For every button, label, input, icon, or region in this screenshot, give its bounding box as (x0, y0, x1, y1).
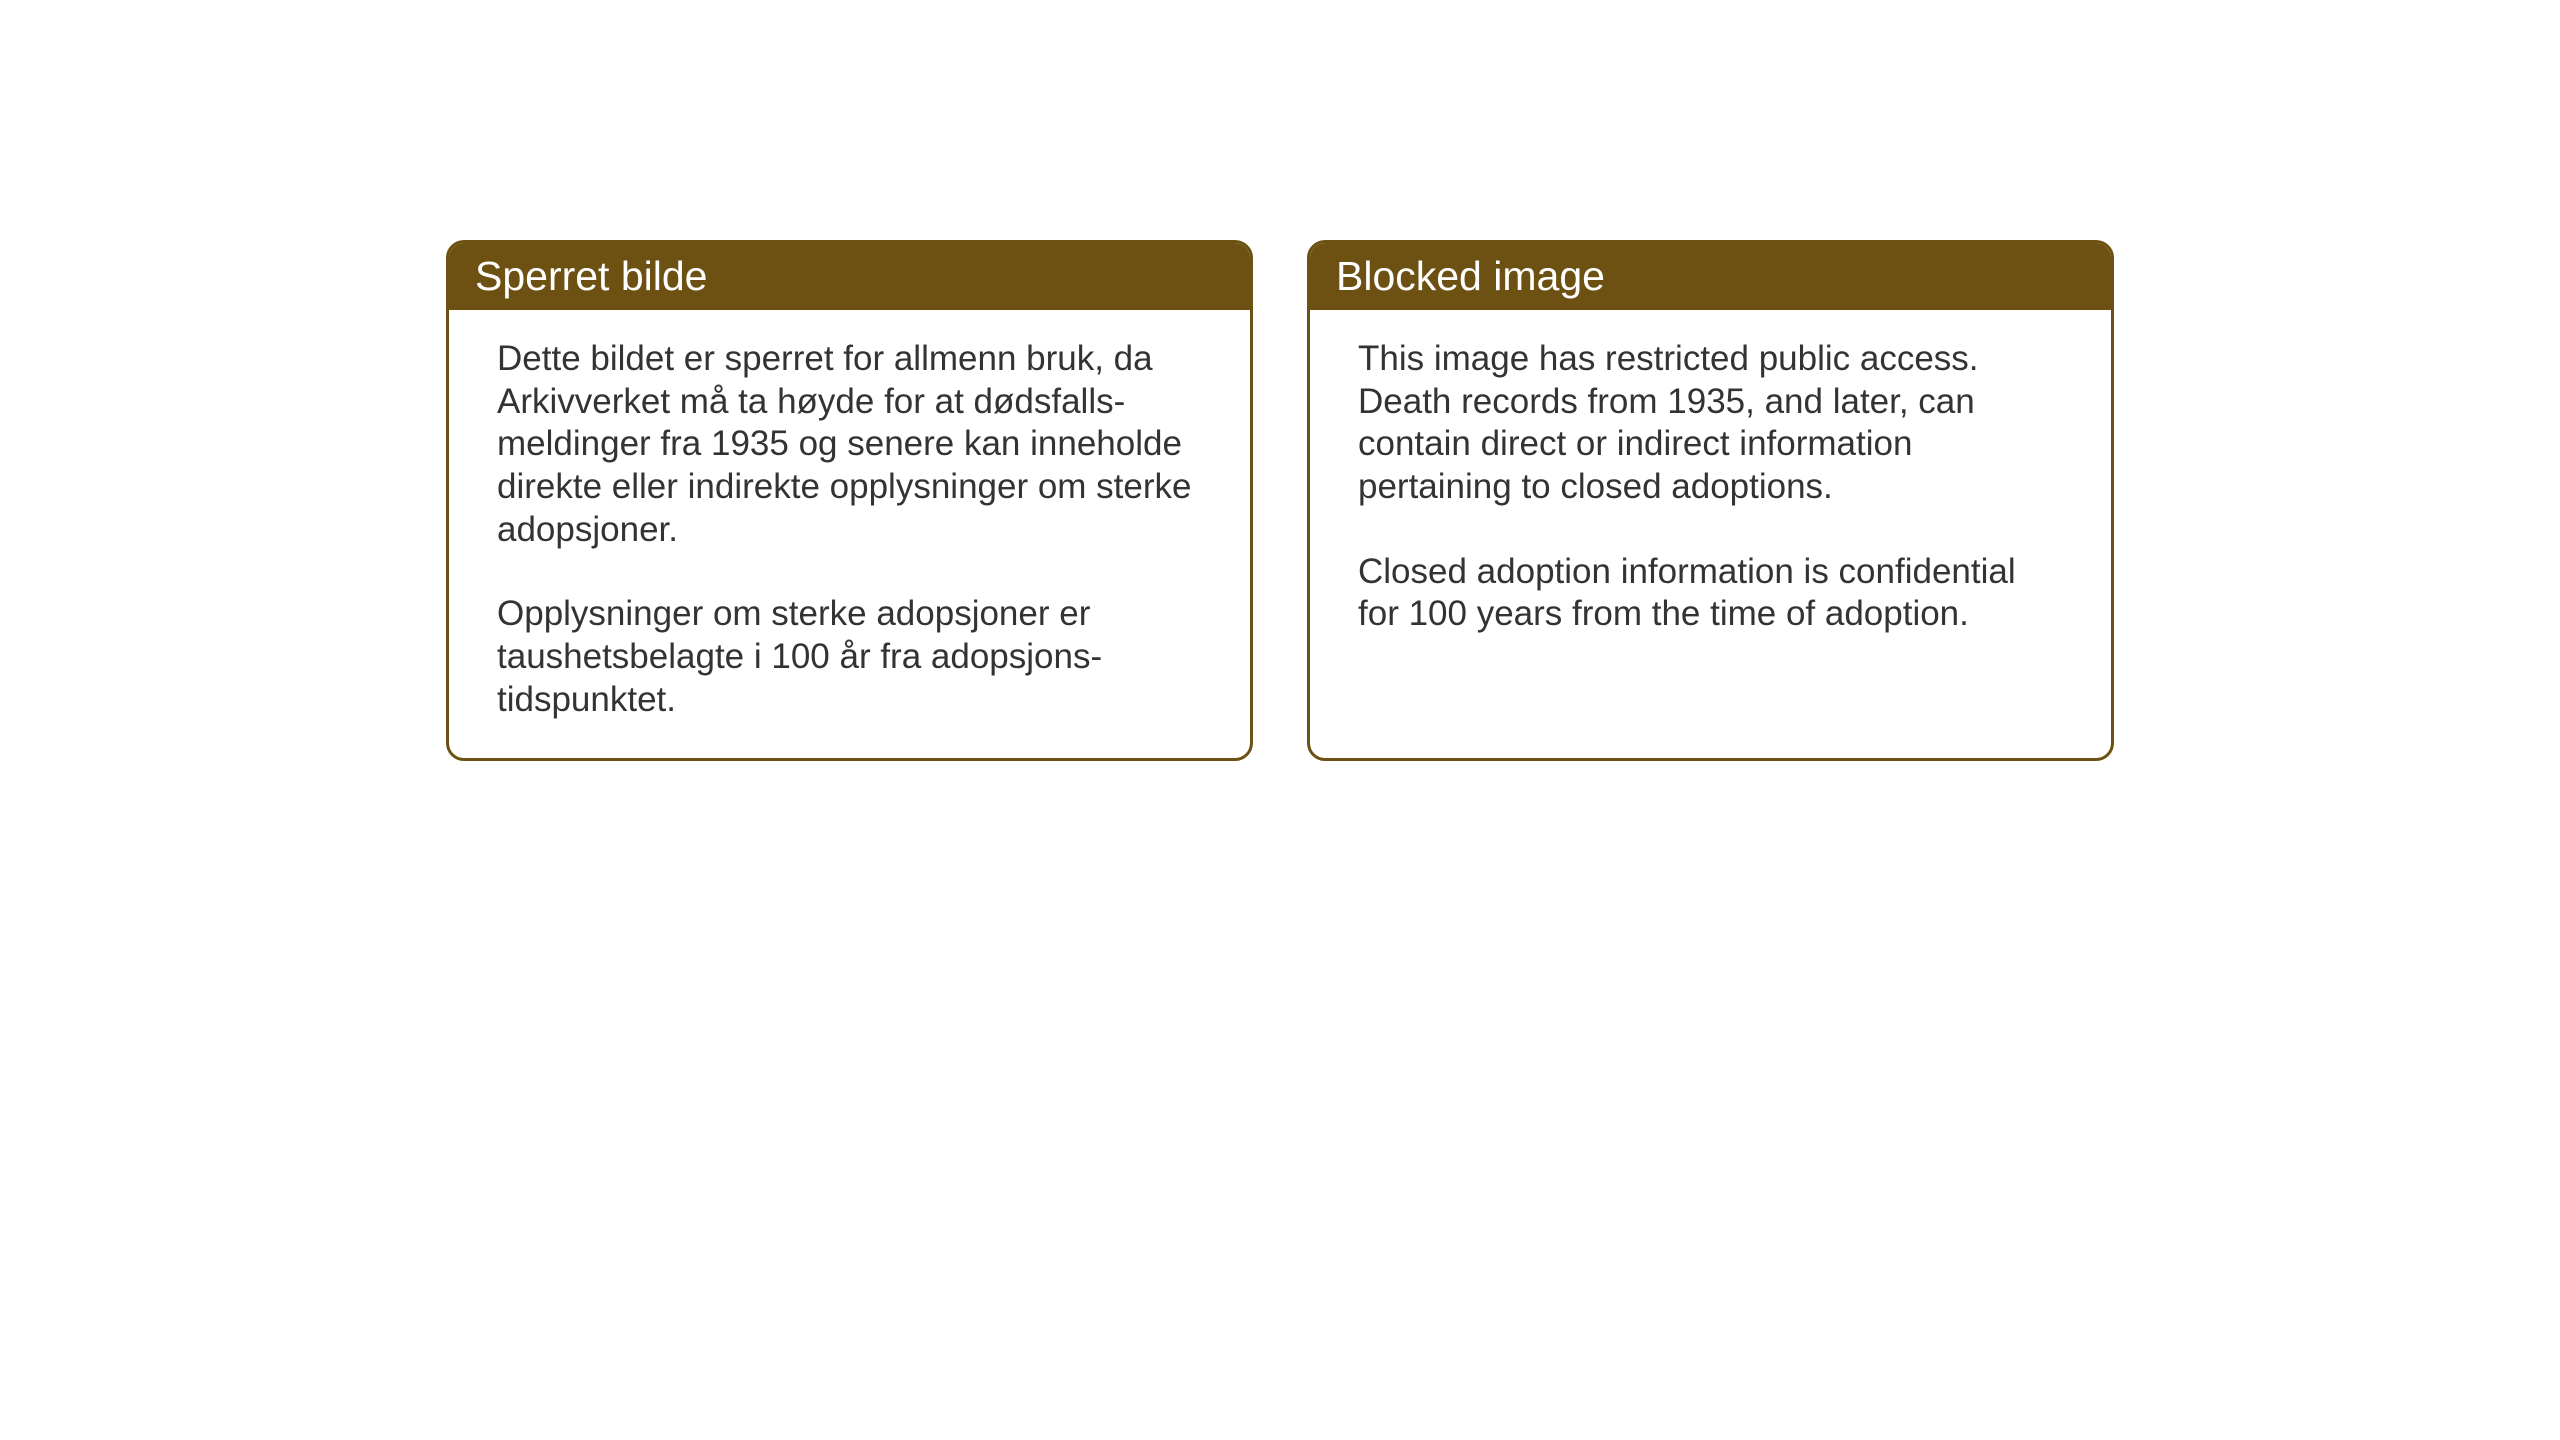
norwegian-card-body: Dette bildet er sperret for allmenn bruk… (449, 310, 1250, 758)
english-notice-card: Blocked image This image has restricted … (1307, 240, 2114, 761)
norwegian-paragraph-1: Dette bildet er sperret for allmenn bruk… (497, 338, 1202, 551)
notice-cards-container: Sperret bilde Dette bildet er sperret fo… (446, 240, 2114, 761)
norwegian-paragraph-2: Opplysninger om sterke adopsjoner er tau… (497, 593, 1202, 721)
norwegian-card-title: Sperret bilde (449, 243, 1250, 310)
english-card-body: This image has restricted public access.… (1310, 310, 2111, 672)
norwegian-notice-card: Sperret bilde Dette bildet er sperret fo… (446, 240, 1253, 761)
english-paragraph-1: This image has restricted public access.… (1358, 338, 2063, 509)
english-paragraph-2: Closed adoption information is confident… (1358, 551, 2063, 636)
english-card-title: Blocked image (1310, 243, 2111, 310)
